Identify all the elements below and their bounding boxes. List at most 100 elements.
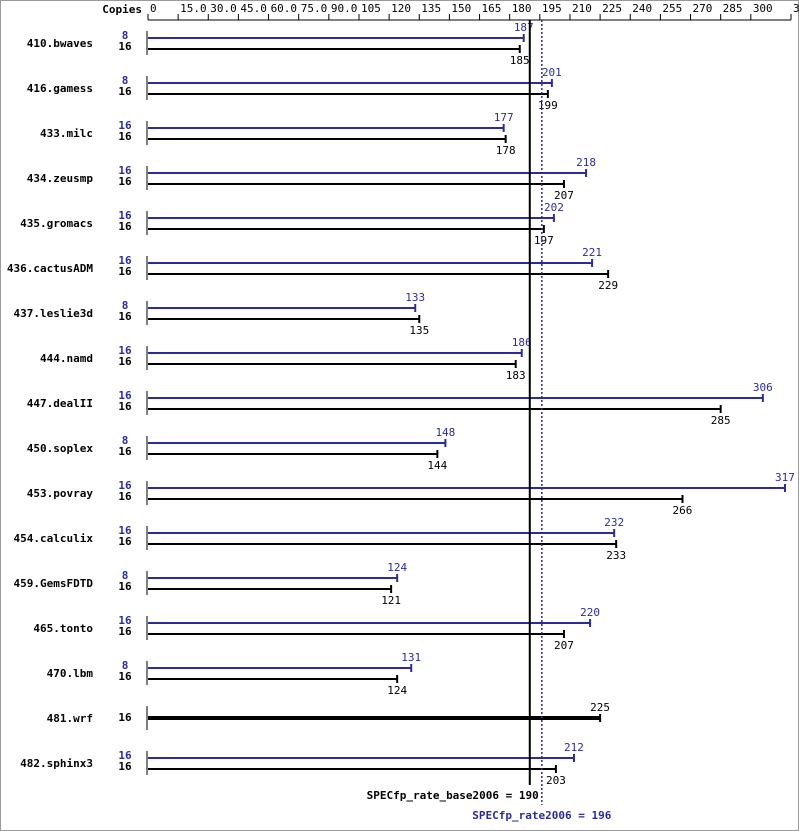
copies-label: 16 xyxy=(118,670,132,683)
value-label: 203 xyxy=(546,774,566,787)
value-label: 207 xyxy=(554,639,574,652)
copies-label: 16 xyxy=(118,524,132,537)
value-label: 218 xyxy=(576,156,596,169)
benchmark-label: 470.lbm xyxy=(47,667,94,680)
benchmark-label: 447.dealII xyxy=(27,397,93,410)
value-label: 131 xyxy=(401,651,421,664)
benchmark-label: 437.leslie3d xyxy=(14,307,93,320)
x-tick-label: 15.0 xyxy=(180,2,207,15)
copies-label: 16 xyxy=(118,164,132,177)
benchmark-label: 465.tonto xyxy=(33,622,93,635)
value-label: 317 xyxy=(775,471,795,484)
x-tick-label: 105 xyxy=(361,2,381,15)
benchmark-label: 444.namd xyxy=(40,352,93,365)
copies-label: 8 xyxy=(122,434,129,447)
copies-label: 16 xyxy=(118,40,132,53)
value-label: 199 xyxy=(538,99,558,112)
x-tick-label: 60.0 xyxy=(271,2,298,15)
value-label: 183 xyxy=(506,369,526,382)
value-label: 233 xyxy=(606,549,626,562)
copies-label: 8 xyxy=(122,659,129,672)
copies-label: 16 xyxy=(118,355,132,368)
value-label: 124 xyxy=(387,684,407,697)
copies-label: 16 xyxy=(118,85,132,98)
value-label: 202 xyxy=(544,201,564,214)
value-label: 212 xyxy=(564,741,584,754)
value-label: 121 xyxy=(381,594,401,607)
copies-label: 16 xyxy=(118,711,132,724)
copies-label: 16 xyxy=(118,580,132,593)
copies-label: 16 xyxy=(118,400,132,413)
value-label: 148 xyxy=(435,426,455,439)
value-label: 187 xyxy=(514,21,534,34)
copies-label: 16 xyxy=(118,175,132,188)
x-tick-label: 210 xyxy=(572,2,592,15)
value-label: 186 xyxy=(512,336,532,349)
value-label: 201 xyxy=(542,66,562,79)
x-tick-label: 135 xyxy=(421,2,441,15)
value-label: 135 xyxy=(409,324,429,337)
value-label: 197 xyxy=(534,234,554,247)
benchmark-label: 434.zeusmp xyxy=(27,172,94,185)
copies-label: 16 xyxy=(118,265,132,278)
copies-label: 8 xyxy=(122,74,129,87)
x-tick-label: 45.0 xyxy=(240,2,267,15)
x-tick-label: 240 xyxy=(632,2,652,15)
x-tick-label: 270 xyxy=(693,2,713,15)
benchmark-label: 453.povray xyxy=(27,487,94,500)
copies-label: 16 xyxy=(118,760,132,773)
x-tick-label: 285 xyxy=(723,2,743,15)
x-tick-label: 120 xyxy=(391,2,411,15)
value-label: 144 xyxy=(427,459,447,472)
copies-label: 16 xyxy=(118,749,132,762)
x-tick-label: 225 xyxy=(602,2,622,15)
reference-label: SPECfp_rate_base2006 = 190 xyxy=(367,789,539,802)
benchmark-label: 481.wrf xyxy=(47,712,93,725)
x-tick-label: 320 xyxy=(793,2,799,15)
copies-label: 16 xyxy=(118,625,132,638)
x-tick-label: 150 xyxy=(451,2,471,15)
copies-label: 16 xyxy=(118,310,132,323)
copies-label: 16 xyxy=(118,119,132,132)
benchmark-label: 435.gromacs xyxy=(20,217,93,230)
copies-label: 16 xyxy=(118,479,132,492)
value-label: 266 xyxy=(673,504,693,517)
x-tick-label: 30.0 xyxy=(210,2,237,15)
x-tick-label: 300 xyxy=(753,2,773,15)
copies-label: 8 xyxy=(122,299,129,312)
value-label: 207 xyxy=(554,189,574,202)
x-tick-label: 255 xyxy=(662,2,682,15)
copies-label: 16 xyxy=(118,490,132,503)
copies-label: 16 xyxy=(118,535,132,548)
copies-label: 16 xyxy=(118,389,132,402)
copies-label: 16 xyxy=(118,254,132,267)
x-tick-label: 165 xyxy=(482,2,502,15)
value-label: 185 xyxy=(510,54,530,67)
value-label: 232 xyxy=(604,516,624,529)
benchmark-label: 454.calculix xyxy=(14,532,94,545)
copies-label: 8 xyxy=(122,569,129,582)
benchmark-label: 433.milc xyxy=(40,127,93,140)
benchmark-label: 416.gamess xyxy=(27,82,93,95)
value-label: 124 xyxy=(387,561,407,574)
value-label: 178 xyxy=(496,144,516,157)
copies-label: 16 xyxy=(118,445,132,458)
x-tick-label: 180 xyxy=(512,2,532,15)
copies-label: 16 xyxy=(118,614,132,627)
benchmark-label: 459.GemsFDTD xyxy=(14,577,94,590)
value-label: 177 xyxy=(494,111,514,124)
benchmark-label: 410.bwaves xyxy=(27,37,93,50)
x-tick-label: 90.0 xyxy=(331,2,358,15)
value-label: 285 xyxy=(711,414,731,427)
value-label: 133 xyxy=(405,291,425,304)
x-tick-label: 75.0 xyxy=(301,2,328,15)
reference-label: SPECfp_rate2006 = 196 xyxy=(472,809,611,822)
benchmark-label: 482.sphinx3 xyxy=(20,757,93,770)
value-label: 220 xyxy=(580,606,600,619)
copies-header: Copies xyxy=(102,3,142,16)
copies-label: 16 xyxy=(118,344,132,357)
value-label: 306 xyxy=(753,381,773,394)
value-label: 225 xyxy=(590,701,610,714)
benchmark-label: 436.cactusADM xyxy=(7,262,93,275)
